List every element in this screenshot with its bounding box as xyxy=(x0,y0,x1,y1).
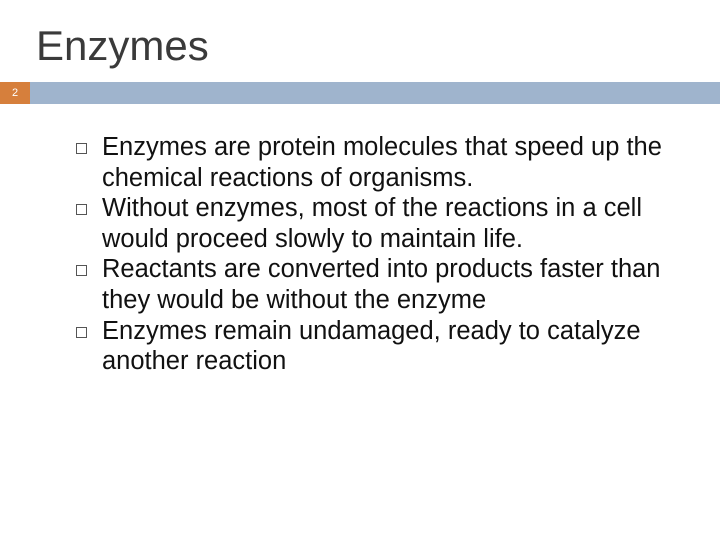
bullet-list: Enzymes are protein molecules that speed… xyxy=(70,132,666,377)
list-item: Without enzymes, most of the reactions i… xyxy=(70,193,666,254)
page-number-badge: 2 xyxy=(0,82,30,104)
list-item: Enzymes remain undamaged, ready to catal… xyxy=(70,316,666,377)
accent-bar xyxy=(30,82,720,104)
slide-title: Enzymes xyxy=(36,22,684,70)
list-item: Reactants are converted into products fa… xyxy=(70,254,666,315)
content-area: Enzymes are protein molecules that speed… xyxy=(36,104,684,377)
badge-row: 2 xyxy=(0,82,720,104)
slide: Enzymes 2 Enzymes are protein molecules … xyxy=(0,0,720,540)
list-item: Enzymes are protein molecules that speed… xyxy=(70,132,666,193)
